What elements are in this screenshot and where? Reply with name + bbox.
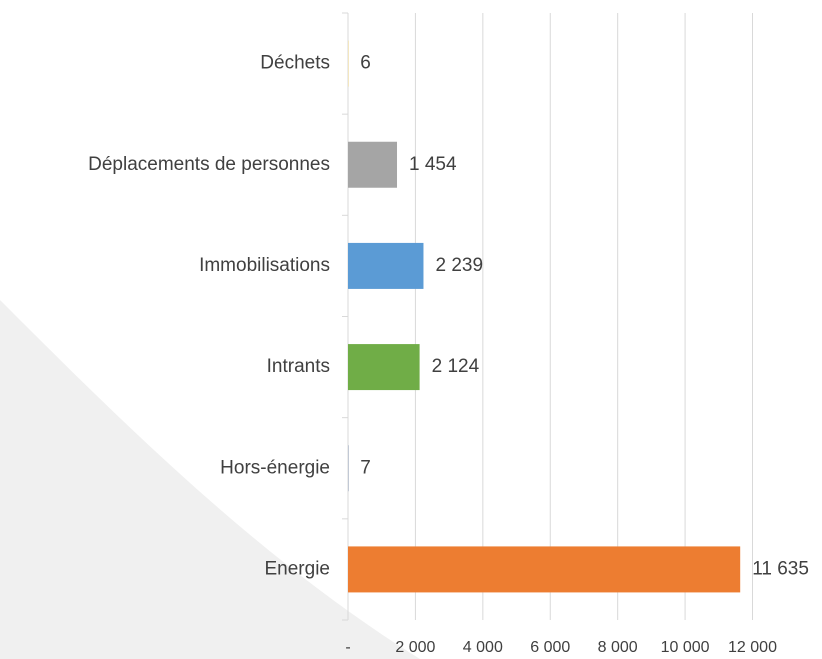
data-label: 7 (360, 457, 371, 478)
y-tick-label: Déchets (260, 53, 330, 74)
data-label: 6 (360, 53, 371, 74)
x-tick-label: 12 000 (728, 639, 777, 656)
x-tick-label: 6 000 (530, 639, 570, 656)
bar (348, 344, 420, 391)
data-label: 1 454 (409, 154, 457, 175)
background-shape (0, 300, 420, 659)
data-label: 2 239 (435, 255, 483, 276)
x-tick-label: - (345, 639, 350, 656)
data-label: 2 124 (432, 356, 480, 377)
bar (348, 141, 398, 188)
bar (348, 242, 424, 289)
y-tick-label: Déplacements de personnes (88, 154, 330, 175)
x-tick-label: 4 000 (463, 639, 503, 656)
x-tick-label: 8 000 (598, 639, 638, 656)
y-tick-label: Intrants (267, 356, 330, 377)
y-tick-label: Immobilisations (199, 255, 330, 276)
x-tick-label: 2 000 (395, 639, 435, 656)
x-tick-label: 10 000 (661, 639, 710, 656)
bar (348, 546, 741, 593)
y-tick-label: Hors-énergie (220, 457, 330, 478)
y-tick-label: Energie (265, 558, 331, 579)
data-label: 11 635 (752, 558, 809, 579)
